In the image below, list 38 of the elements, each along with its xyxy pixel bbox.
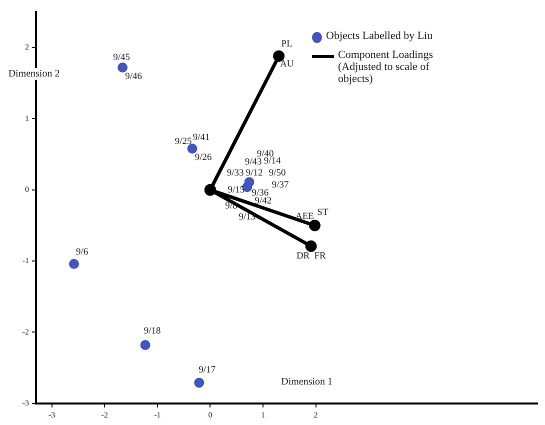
annotation: 9/50 [268,168,286,179]
y-tick-label: 2 [25,42,29,52]
annotation: AEE [295,212,314,222]
annotation: 9/17 [198,365,216,376]
x-tick-label: 2 [314,410,318,420]
annotation: 9/8 [225,202,238,212]
annotation: 9/42 [254,196,272,207]
x-tick-label: -2 [101,410,108,420]
annotation: PL [281,40,293,50]
annotation: 9/33 [226,168,244,179]
y-tick-label: 0 [25,185,29,194]
annotation: 9/41 [192,133,210,144]
x-axis-title: Dimension 1 [281,376,333,388]
y-tick-label: 1 [25,114,29,123]
x-tick-label: 0 [208,410,212,420]
y-tick-label: -3 [22,398,29,408]
legend-label: Objects Labelled by Liu [326,30,433,42]
x-tick-label: -3 [48,410,56,420]
annotation: 9/18 [144,326,161,337]
annotation: 9/12 [246,168,263,179]
annotation: 9/37 [272,180,289,191]
legend-label: Component Loadings (Adjusted to scale of objects) [338,49,434,85]
annotation: 9/45 [113,53,130,64]
y-tick-label: -2 [22,327,29,336]
annotation: 9/46 [125,72,142,82]
annotation: 9/26 [194,153,212,164]
annotation: 9/25 [174,137,192,148]
x-tick-label: 1 [260,410,265,420]
annotation: 9/6 [76,247,88,258]
x-tick-label: -1 [154,410,161,420]
annotation: FR [314,252,327,262]
annotation: AU [280,60,294,70]
annotation: ST [317,208,328,218]
annotation: 9/43 [244,158,262,168]
y-axis-title: Dimension 2 [8,68,60,80]
y-tick-label: -1 [22,256,29,266]
annotation: DR [296,252,310,262]
annotation: 9/15 [228,186,245,196]
